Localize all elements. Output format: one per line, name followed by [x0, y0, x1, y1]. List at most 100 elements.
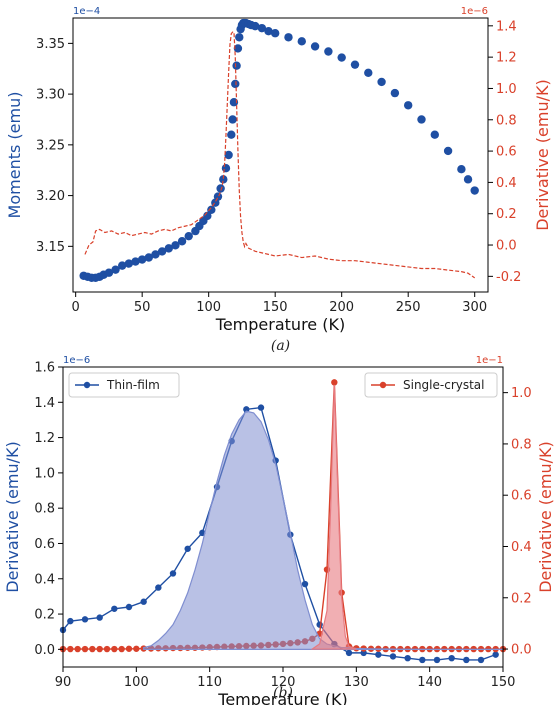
x-tick-label: 200	[329, 300, 354, 315]
panel-caption: (b)	[273, 685, 293, 701]
y-left-tick-label: 0.6	[34, 537, 55, 552]
data-point	[345, 649, 353, 657]
data-point	[404, 654, 411, 662]
data-point	[157, 247, 167, 256]
data-point	[124, 259, 134, 268]
x-tick-label: 100	[124, 675, 149, 690]
data-point	[284, 33, 293, 42]
data-point	[470, 186, 479, 195]
data-point	[433, 656, 441, 664]
filled-area	[310, 384, 357, 650]
data-point	[227, 130, 236, 139]
x-tick-label: 100	[196, 300, 221, 315]
legend-label: Single-crystal	[403, 378, 485, 392]
data-point	[297, 37, 306, 46]
data-point	[233, 44, 243, 53]
data-point	[103, 645, 111, 653]
data-point	[443, 146, 453, 156]
y-left-tick-label: 3.15	[36, 240, 65, 255]
data-point	[377, 77, 386, 87]
data-point	[219, 175, 228, 184]
left-axis-exponent: 1e−6	[63, 355, 90, 366]
data-point	[81, 616, 89, 623]
data-point	[155, 584, 162, 591]
data-point	[350, 60, 360, 69]
data-point	[264, 26, 273, 36]
y-right-tick-label: 0.0	[496, 239, 517, 254]
series-a-0	[79, 18, 479, 282]
y-right-tick-label: 0.4	[511, 540, 532, 555]
data-point	[232, 61, 241, 70]
data-point	[221, 163, 231, 173]
y-left-tick-label: 3.25	[36, 138, 65, 153]
y-left-tick-label: 1.2	[34, 431, 55, 446]
data-point	[403, 101, 413, 110]
y-left-tick-label: 0.8	[34, 502, 55, 517]
y-left-tick-label: 1.0	[34, 466, 55, 481]
data-point	[310, 42, 320, 51]
data-point	[430, 130, 439, 139]
data-point	[231, 79, 240, 89]
data-point	[111, 605, 118, 612]
data-point	[389, 653, 397, 660]
data-point	[417, 115, 426, 124]
left-axis-exponent: 1e−4	[73, 6, 100, 17]
y-right-tick-label: 0.2	[496, 207, 517, 222]
data-point	[140, 598, 147, 605]
data-point	[324, 47, 333, 56]
data-point	[125, 645, 133, 652]
legend-label: Thin-film	[106, 378, 160, 392]
y-left-tick-label: 0.0	[34, 643, 55, 658]
x-axis-label: Temperature (K)	[217, 690, 347, 705]
data-point	[207, 205, 216, 214]
data-point	[133, 645, 140, 652]
data-point	[81, 645, 89, 653]
data-point	[151, 250, 160, 259]
series-a-1	[84, 31, 476, 279]
data-point	[144, 253, 154, 262]
data-point	[463, 656, 470, 664]
series-b-3	[310, 384, 357, 650]
legend-right: Single-crystal	[364, 372, 498, 398]
data-point	[457, 165, 466, 174]
data-point	[375, 651, 382, 658]
data-point	[390, 88, 400, 98]
data-point	[118, 645, 125, 653]
x-tick-label: 140	[417, 675, 442, 690]
x-tick-label: 50	[134, 300, 151, 315]
data-point	[216, 184, 225, 193]
data-point	[164, 244, 173, 253]
data-point	[177, 237, 187, 246]
data-point	[492, 651, 499, 658]
y-left-axis-label: Derivative (emu/K)	[3, 441, 22, 593]
data-point	[104, 268, 114, 277]
data-point	[96, 614, 103, 621]
data-point	[301, 580, 309, 588]
y-right-tick-label: 0.6	[511, 489, 532, 504]
legend-left: Thin-film	[68, 372, 180, 398]
y-right-tick-label: 1.0	[496, 82, 517, 97]
y-right-tick-label: 0.2	[511, 591, 532, 606]
legend-marker	[379, 381, 387, 389]
y-left-tick-label: 3.20	[36, 189, 65, 204]
data-point	[111, 645, 118, 653]
data-point	[125, 603, 133, 611]
data-point	[184, 231, 193, 241]
x-tick-label: 120	[271, 675, 296, 690]
filled-area	[143, 410, 503, 650]
series-line	[84, 31, 476, 279]
data-point	[74, 645, 81, 653]
data-point	[67, 645, 74, 653]
y-right-tick-label: 1.2	[496, 51, 517, 66]
data-point	[213, 192, 223, 201]
data-point	[257, 404, 265, 411]
x-tick-label: 0	[72, 300, 80, 315]
data-point	[224, 150, 233, 160]
data-point	[118, 261, 127, 270]
data-point	[96, 645, 103, 653]
legend-box	[364, 372, 498, 398]
y-right-axis-label: Derivative (emu/K)	[536, 441, 555, 593]
y-left-tick-label: 1.6	[34, 361, 55, 376]
data-point	[448, 654, 455, 662]
data-point	[331, 379, 338, 386]
